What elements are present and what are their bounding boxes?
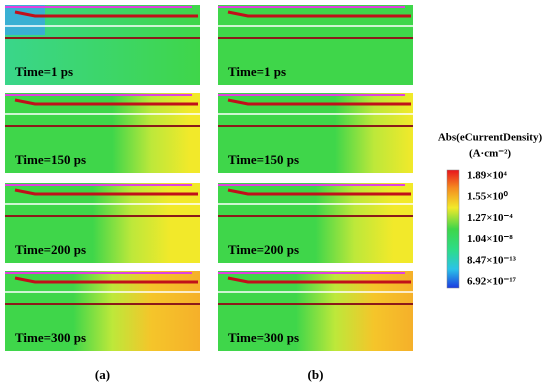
colorbar-label: 1.27×10⁻⁴ [467,212,513,224]
time-label: Time=150 ps [228,152,299,167]
colorbar-label: 6.92×10⁻¹⁷ [467,276,517,288]
gate-line [227,10,411,18]
subfigure-caption: (a) [95,367,110,382]
time-label: Time=200 ps [15,242,86,257]
subfigure-caption: (b) [308,367,324,382]
time-label: Time=150 ps [15,152,86,167]
simulation-panel [218,271,413,351]
gate-line [227,276,411,284]
time-label: Time=300 ps [15,330,86,345]
time-label: Time=1 ps [15,64,73,79]
gate-line [14,98,198,106]
colorbar-title: Abs(eCurrentDensity) [438,132,543,144]
colorbar-unit: (A·cm⁻²) [469,148,511,160]
simulation-panel [218,183,413,263]
gate-line [227,188,411,196]
low-density-region [5,5,45,35]
gate-line [14,188,198,196]
time-label: Time=200 ps [228,242,299,257]
simulation-panel [5,183,200,263]
time-label: Time=300 ps [228,330,299,345]
simulation-panel [5,93,200,173]
gate-line [227,98,411,106]
colorbar-label: 1.89×10⁴ [467,170,508,182]
time-label: Time=1 ps [228,64,286,79]
colorbar-label: 1.04×10⁻⁸ [467,233,513,245]
colorbar-label: 8.47×10⁻¹³ [467,254,517,266]
gate-line [14,276,198,284]
colorbar [446,169,460,289]
simulation-panel [5,271,200,351]
colorbar-label: 1.55×10⁰ [467,191,509,203]
simulation-panel [218,93,413,173]
gate-line [14,10,198,18]
simulation-panel [218,5,413,85]
